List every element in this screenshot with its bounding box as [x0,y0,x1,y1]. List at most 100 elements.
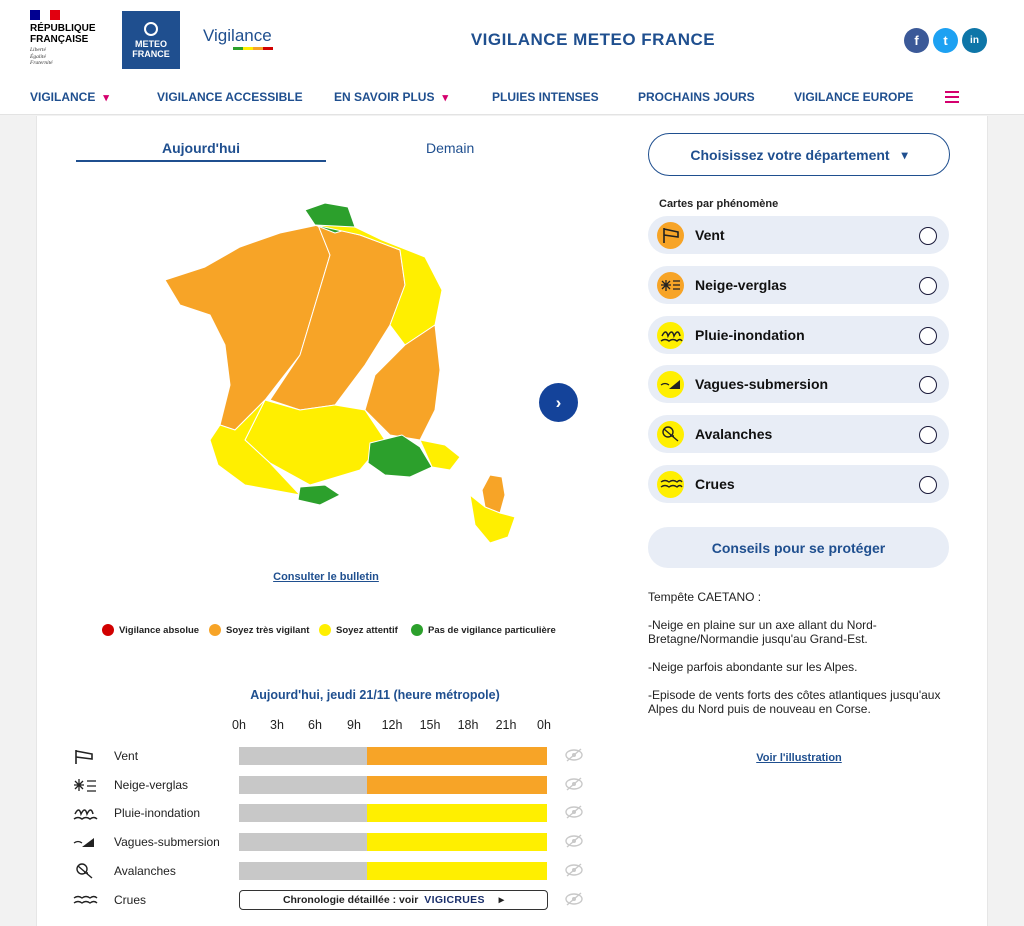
storm-info-text: Tempête CAETANO : -Neige en plaine sur u… [648,590,950,730]
phenomenon-label: Neige-verglas [695,277,787,293]
phenomenon-label: Avalanches [695,426,773,442]
rf-name-line2: FRANÇAISE [30,34,89,45]
eye-off-icon[interactable] [564,776,584,792]
legend-label: Soyez attentif [336,624,398,636]
nav-item-label: PLUIES INTENSES [492,90,599,104]
rain-flood-icon [657,322,684,349]
nav-item-vigilance-europe[interactable]: VIGILANCE EUROPE [794,90,913,104]
timeline-label: Vent [114,749,139,763]
chevron-right-icon: › [555,392,562,412]
wind-icon [75,750,93,764]
site-header: RÉPUBLIQUE FRANÇAISE Liberté Égalité Fra… [0,0,1024,80]
main-nav: VIGILANCE ▾ VIGILANCE ACCESSIBLE EN SAVOI… [0,80,1024,115]
phenomenon-label: Vagues-submersion [695,376,829,392]
rain-flood-icon [73,809,98,820]
hour-label: 15h [419,718,441,732]
timeline-row-avalanches: Avalanches [70,861,590,883]
phenomenon-avalanches[interactable]: Avalanches [648,415,949,453]
rf-name-line1: RÉPUBLIQUE [30,23,96,34]
facebook-icon[interactable]: f [904,28,929,53]
meteo-france-logo[interactable]: METEO FRANCE [122,11,180,69]
eye-off-icon[interactable] [564,747,584,763]
rf-motto-1: Liberté [30,47,46,53]
tab-tomorrow[interactable]: Demain [426,140,475,156]
hour-label: 0h [232,718,246,732]
vigilance-logo-colorbar [233,47,273,50]
nav-item-label: EN SAVOIR PLUS [334,90,435,104]
timeline-row-vagues: Vagues-submersion [70,832,590,854]
phenomenon-radio[interactable] [919,376,937,394]
wave-submersion-icon [657,371,684,398]
map-region-southeast [367,434,433,478]
meteo-france-emblem-icon [144,22,158,36]
timeline-bar [239,833,547,851]
hour-label: 3h [270,718,284,732]
social-links: f t in [904,28,987,53]
france-vigilance-map[interactable] [150,195,530,555]
info-paragraph: -Neige parfois abondante sur les Alpes. [648,660,858,674]
legend-dot-icon [209,624,221,636]
nav-item-vigilance-accessible[interactable]: VIGILANCE ACCESSIBLE [157,90,303,104]
rf-motto-2: Égalité [30,53,46,60]
nav-item-label: VIGILANCE EUROPE [794,90,914,104]
hour-label: 9h [347,718,361,732]
linkedin-icon[interactable]: in [962,28,987,53]
twitter-icon[interactable]: t [933,28,958,53]
consulter-bulletin-link[interactable]: Consulter le bulletin [273,571,379,583]
conseils-button[interactable]: Conseils pour se protéger [648,527,949,568]
timeline-row-vent: Vent [70,746,590,768]
phenomenon-radio[interactable] [919,327,937,345]
phenomenon-radio[interactable] [919,476,937,494]
nav-item-prochains-jours[interactable]: PROCHAINS JOURS [638,90,755,104]
hour-label: 18h [457,718,479,732]
phenomenon-vagues-submersion[interactable]: Vagues-submersion [648,365,949,403]
info-title: Tempête CAETANO : [648,590,762,604]
eye-off-icon[interactable] [564,833,584,849]
timeline-label: Crues [114,893,147,907]
hour-label: 21h [495,718,517,732]
nav-item-pluies-intenses[interactable]: PLUIES INTENSES [492,90,599,104]
nav-item-en-savoir-plus[interactable]: EN SAVOIR PLUS ▾ [334,90,448,104]
eye-off-icon[interactable] [564,862,584,878]
legend-dot-icon [411,624,423,636]
nav-item-vigilance[interactable]: VIGILANCE ▾ [30,90,109,104]
timeline-bar [239,862,547,880]
phenomenon-radio[interactable] [919,426,937,444]
phenomenon-crues[interactable]: Crues [648,465,949,503]
phenomenon-radio[interactable] [919,277,937,295]
phenomenon-radio[interactable] [919,227,937,245]
timeline-label: Pluie-inondation [114,806,201,820]
timeline-label: Avalanches [114,864,176,878]
republique-francaise-logo[interactable]: RÉPUBLIQUE FRANÇAISE Liberté Égalité Fra… [30,10,110,67]
cartes-par-phenomene-label: Cartes par phénomène [659,198,779,210]
phenomenon-neige-verglas[interactable]: Neige-verglas [648,266,949,304]
phenomenon-label: Pluie-inondation [695,327,805,343]
timeline-row-neige: Neige-verglas [70,775,590,797]
mf-line1: METEO [134,39,167,49]
crues-button-label: Chronologie détaillée : voir [282,894,419,906]
timeline-label: Vagues-submersion [114,835,220,849]
vigilance-logo[interactable]: Vigilance [203,26,272,45]
map-region-corsica-south [469,494,516,544]
tab-today[interactable]: Aujourd'hui [162,140,240,156]
phenomenon-vent[interactable]: Vent [648,216,949,254]
vigicrues-chronology-button[interactable]: Chronologie détaillée : voir VIGICRUES ▸ [239,890,548,910]
hamburger-menu-icon[interactable] [945,91,959,106]
nav-item-label: VIGILANCE ACCESSIBLE [157,90,303,104]
wave-submersion-icon [73,838,94,847]
eye-off-icon[interactable] [564,891,584,907]
mf-line2: FRANCE [132,49,170,59]
rf-motto: Liberté Égalité Fraternité [30,47,110,67]
legend-item-absolue: Vigilance absolue [102,624,199,636]
map-region-west [164,224,331,431]
voir-illustration-link[interactable]: Voir l'illustration [756,752,842,764]
department-select-button[interactable]: Choisissez votre département ▾ [648,133,950,176]
timeline-label: Neige-verglas [114,778,189,792]
site-title: VIGILANCE METEO FRANCE [470,30,716,49]
legend-item-tres-vigilant: Soyez très vigilant [209,624,309,636]
eye-off-icon[interactable] [564,804,584,820]
legend-dot-icon [102,624,114,636]
next-map-button[interactable]: › [539,383,578,422]
phenomenon-pluie-inondation[interactable]: Pluie-inondation [648,316,949,354]
hour-label: 6h [308,718,322,732]
